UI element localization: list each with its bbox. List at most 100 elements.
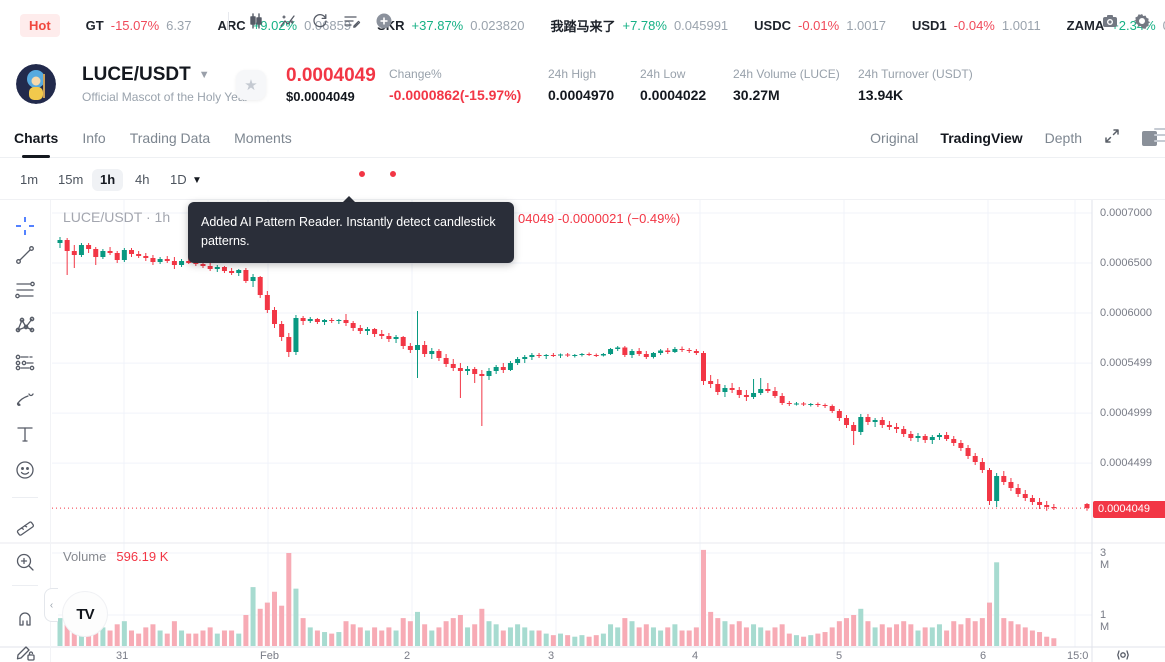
ticker-item[interactable]: USDC -0.01% 1.0017	[754, 16, 886, 35]
ai-pattern-reader-icon[interactable]	[340, 9, 364, 33]
drawing-lock-icon[interactable]	[11, 638, 39, 662]
main-tabs: Charts Info Trading Data Moments Origina…	[0, 118, 1165, 158]
fib-retracement-tool-icon[interactable]	[11, 276, 39, 304]
stat-low: 24h Low 0.0004022	[640, 67, 706, 103]
crosshair-tool-icon[interactable]	[11, 212, 39, 240]
chart-legend-symbol: LUCE/USDT · 1h	[63, 209, 171, 225]
chart-style-icon[interactable]	[244, 9, 268, 33]
chart-toolbar	[0, 158, 1165, 200]
interval-1m[interactable]: 1m	[20, 172, 39, 187]
price-axis-label: 0.0005499	[1100, 357, 1152, 370]
axis-settings-icon[interactable]	[1116, 648, 1130, 662]
volume-value: 596.19 K	[116, 549, 169, 564]
zoom-in-tool-icon[interactable]	[11, 548, 39, 576]
interval-15m[interactable]: 15m	[58, 172, 84, 187]
settings-gear-icon[interactable]	[1130, 9, 1154, 33]
ticker-change: -0.04%	[953, 17, 995, 33]
interval-4h[interactable]: 4h	[135, 172, 150, 187]
stat-label: 24h Volume (LUCE)	[733, 67, 840, 81]
price-axis-label: 0.0007000	[1100, 207, 1152, 219]
time-axis-label: Feb	[260, 650, 279, 662]
price-axis-label: 0.0006000	[1100, 307, 1152, 319]
volume-label: Volume	[63, 549, 107, 564]
tab-trading-data[interactable]: Trading Data	[129, 129, 211, 146]
price-axis-label: 0.0004499	[1100, 457, 1152, 470]
camera-icon[interactable]	[1098, 9, 1122, 33]
tab-depth[interactable]: Depth	[1044, 130, 1082, 146]
ticker-price: 1.0011	[1001, 17, 1041, 33]
volume-legend: Volume 596.19 K	[63, 549, 168, 564]
toolbar-collapse-handle[interactable]: ‹	[44, 588, 58, 622]
trendline-tool-icon[interactable]	[11, 241, 39, 269]
brush-tool-icon[interactable]	[11, 384, 39, 412]
stat-label: 24h Turnover (USDT)	[858, 67, 973, 81]
ticker-item[interactable]: USD1 -0.04% 1.0011	[912, 16, 1041, 35]
ticker-item[interactable]: GT -15.07% 6.37	[86, 16, 192, 35]
last-price: 0.0004049	[286, 65, 376, 86]
interval-1h[interactable]: 1h	[92, 169, 124, 191]
stat-value: -0.0000862(-15.97%)	[389, 87, 522, 103]
ticker-item[interactable]: SKR +37.87% 0.023820	[377, 16, 524, 35]
tooltip-arrow	[342, 196, 356, 203]
star-icon: ★	[244, 77, 258, 94]
volume-axis-label: 3 M	[1100, 547, 1110, 571]
ticker-symbol: 我踏马来了	[550, 18, 616, 34]
ticker-price: 6.37	[166, 17, 192, 33]
coin-avatar	[16, 64, 56, 104]
volume-axis-label: 1 M	[1100, 609, 1110, 633]
layout-square-icon[interactable]	[1142, 130, 1157, 146]
ticker-symbol: ARC	[217, 17, 246, 33]
tab-info[interactable]: Info	[82, 129, 106, 146]
orderbook-toggle-icon[interactable]	[1154, 128, 1165, 142]
tab-moments[interactable]: Moments	[234, 129, 292, 146]
price-axis-label: 0.0004999	[1100, 407, 1152, 420]
time-axis-label: 5	[836, 650, 843, 662]
fullscreen-icon[interactable]	[1104, 128, 1120, 149]
chevron-down-icon: ▼	[198, 69, 210, 81]
time-axis-label: 15:0	[1067, 650, 1089, 662]
stat-label: 24h High	[548, 67, 597, 81]
time-axis-label: 31	[116, 650, 129, 662]
favorite-star-button[interactable]: ★	[236, 70, 266, 100]
usd-price: $0.0004049	[286, 89, 355, 104]
stat-turnover: 24h Turnover (USDT) 13.94K	[858, 67, 973, 103]
drawing-toolbar	[0, 200, 51, 662]
ticker-item[interactable]: 我踏马来了 +7.78% 0.045991	[550, 16, 728, 35]
time-axis-label: 6	[980, 650, 987, 662]
stat-value: 30.27M	[733, 87, 780, 103]
pair-title[interactable]: LUCE/USDT ▼	[82, 64, 210, 86]
tab-tradingview[interactable]: TradingView	[940, 130, 1023, 146]
tab-original[interactable]: Original	[870, 130, 919, 146]
ticker-item[interactable]: ARC +9.02% 0.06859	[217, 16, 351, 35]
stat-change: Change% -0.0000862(-15.97%)	[389, 67, 521, 103]
text-tool-icon[interactable]	[11, 420, 39, 448]
indicators-icon[interactable]	[276, 9, 300, 33]
chart-legend-ohlc: 04049 -0.0000021 (−0.49%)	[518, 211, 681, 226]
tab-charts[interactable]: Charts	[14, 129, 59, 146]
time-axis-label: 4	[692, 650, 699, 662]
time-axis-label: 3	[548, 650, 555, 662]
refresh-icon[interactable]	[308, 9, 332, 33]
ticker-price: 1.0017	[846, 17, 886, 33]
stat-value: 0.0004022	[640, 87, 707, 103]
tradingview-watermark: TV	[63, 592, 107, 636]
interval-1d[interactable]: 1D	[170, 172, 187, 187]
ticker-price: 0.06859	[304, 17, 352, 33]
pattern-tool-icon[interactable]	[11, 311, 39, 339]
ticker-symbol: USDC	[754, 17, 792, 33]
magnet-tool-icon[interactable]	[11, 604, 39, 632]
pair-label: LUCE/USDT	[82, 64, 191, 85]
stat-value: 13.94K	[858, 87, 904, 103]
forecast-tool-icon[interactable]	[11, 348, 39, 376]
price-axis-label: 0.0006500	[1100, 257, 1152, 269]
time-axis-label: 2	[404, 650, 411, 662]
interval-dropdown-caret[interactable]: ▼	[192, 175, 202, 186]
ticker-symbol: GT	[85, 17, 104, 33]
stat-volume: 24h Volume (LUCE) 30.27M	[733, 67, 840, 103]
emoji-tool-icon[interactable]	[11, 456, 39, 484]
hot-badge: Hot	[20, 13, 60, 37]
ruler-tool-icon[interactable]	[11, 511, 39, 539]
add-indicator-icon[interactable]	[372, 9, 396, 33]
